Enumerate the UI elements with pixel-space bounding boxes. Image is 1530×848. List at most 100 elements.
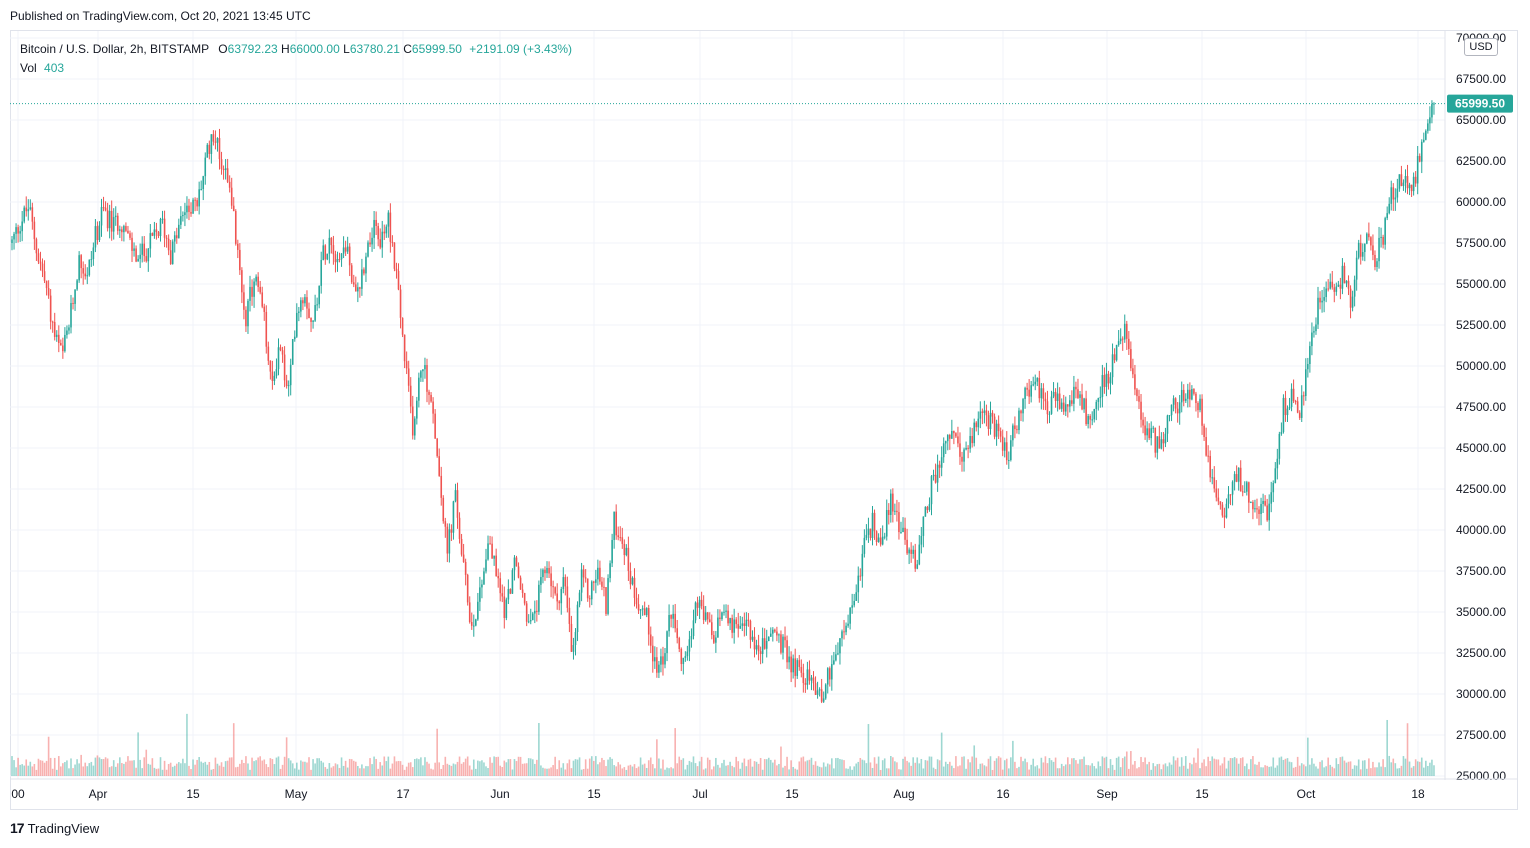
candle-body: [753, 636, 756, 650]
candle-body: [367, 242, 369, 257]
volume-bar: [167, 764, 170, 776]
volume-bar: [381, 765, 384, 776]
candle-body: [1319, 297, 1321, 303]
y-tick-label: 30000.00: [1456, 687, 1506, 701]
candle-body: [1091, 419, 1094, 421]
volume-bar: [1048, 757, 1051, 776]
volume-bar: [100, 759, 103, 776]
candle-body: [1172, 398, 1175, 405]
x-tick-label: Oct: [1297, 787, 1316, 801]
volume-bar: [1386, 719, 1388, 776]
volume-bar: [529, 758, 532, 776]
volume-bar: [259, 756, 261, 776]
candle-body: [684, 656, 687, 658]
chart-frame[interactable]: [10, 30, 1518, 810]
candle-body: [1036, 377, 1039, 382]
volume-bar: [1282, 759, 1285, 776]
volume-bar: [257, 757, 259, 776]
x-tick-label: 15: [785, 787, 799, 801]
volume-bar: [737, 761, 740, 776]
candle-body: [686, 651, 689, 657]
volume-bar: [574, 759, 577, 776]
volume-bar: [320, 760, 323, 776]
volume-bar: [1414, 759, 1417, 776]
currency-badge[interactable]: USD: [1464, 38, 1498, 56]
volume-bar: [588, 758, 591, 776]
candle-body: [560, 589, 563, 604]
candle-body: [951, 431, 953, 439]
volume-bar: [845, 768, 847, 776]
candle-body: [468, 602, 471, 622]
volume-bar: [708, 759, 711, 776]
volume-bar: [1073, 758, 1075, 776]
volume-bar: [31, 766, 34, 776]
candle-body: [497, 576, 499, 579]
volume-bar: [273, 764, 276, 776]
candle-body: [1105, 373, 1108, 387]
candle-body: [381, 231, 384, 248]
volume-bar: [1213, 758, 1216, 776]
volume-bar: [350, 759, 353, 776]
volume-bar: [214, 757, 217, 776]
volume-bar: [727, 765, 729, 776]
footer-brand[interactable]: 17 TradingView: [10, 820, 99, 836]
volume-bar: [635, 768, 638, 776]
volume-bar: [312, 759, 314, 776]
volume-bar: [713, 766, 715, 776]
candle-body: [1250, 502, 1252, 504]
candle-body: [942, 443, 945, 458]
candle-body: [155, 229, 158, 233]
candle-body: [936, 464, 939, 483]
volume-bar: [513, 759, 516, 776]
high-label: H: [281, 42, 290, 56]
candle-body: [265, 311, 268, 347]
candle-body: [121, 229, 123, 233]
candle-body: [652, 645, 654, 662]
volume-bar: [375, 758, 377, 776]
candle-body: [924, 506, 927, 517]
candle-body: [737, 624, 740, 629]
candle-body: [320, 260, 323, 286]
volume-bar: [497, 756, 499, 776]
volume-bar: [1046, 763, 1049, 776]
candle-body: [871, 512, 874, 538]
candle-body: [98, 225, 101, 241]
volume-bar: [519, 756, 522, 776]
volume-bar: [643, 763, 646, 776]
volume-bar: [293, 768, 296, 776]
volume-bar: [887, 768, 890, 776]
ohlc-line: Bitcoin / U.S. Dollar, 2h, BITSTAMP O637…: [20, 40, 572, 59]
volume-bar: [204, 761, 207, 776]
volume-bar: [570, 768, 573, 776]
candle-body: [851, 605, 853, 608]
candle-body: [409, 385, 412, 407]
candle-body: [493, 555, 495, 559]
candle-body: [859, 575, 862, 577]
volume-bar: [957, 766, 959, 776]
candle-body: [666, 631, 668, 654]
volume-bar: [308, 757, 310, 776]
candle-body: [1028, 389, 1030, 397]
volume-bar: [928, 756, 931, 776]
symbol-label[interactable]: Bitcoin / U.S. Dollar, 2h, BITSTAMP: [20, 42, 209, 56]
candle-body: [1380, 236, 1382, 238]
volume-bar: [190, 769, 192, 776]
candle-body: [1010, 440, 1012, 460]
volume-bar: [871, 767, 874, 776]
candle-body: [769, 633, 772, 637]
volume-bar: [881, 760, 884, 776]
volume-bar: [1366, 768, 1368, 776]
candle-body: [1174, 398, 1177, 409]
volume-bar: [1148, 761, 1150, 776]
volume-bar: [1146, 764, 1148, 776]
volume-bar: [135, 767, 137, 776]
volume-bar: [1412, 766, 1415, 776]
candle-body: [420, 371, 422, 378]
volume-bar: [562, 763, 565, 776]
candle-body: [23, 207, 26, 222]
volume-bar: [782, 767, 784, 776]
candle-body: [29, 207, 32, 210]
volume-bar: [558, 760, 561, 776]
volume-bar: [753, 761, 756, 776]
